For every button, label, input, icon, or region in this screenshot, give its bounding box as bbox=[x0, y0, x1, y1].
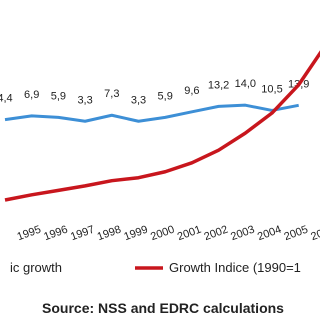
data-label: 5,9 bbox=[51, 90, 66, 102]
series-line bbox=[4, 50, 320, 202]
data-label: 3,3 bbox=[77, 94, 92, 106]
series-line bbox=[4, 103, 299, 123]
x-tick-label: 2001 bbox=[176, 224, 203, 244]
data-label: 7,3 bbox=[104, 88, 119, 100]
x-tick-label: 2004 bbox=[256, 224, 283, 244]
x-tick-label: 2006 bbox=[309, 224, 320, 244]
x-tick-label: 2002 bbox=[203, 224, 230, 244]
data-label: 9,6 bbox=[184, 85, 199, 97]
x-tick-label: 1996 bbox=[42, 224, 69, 244]
x-tick-label: 1999 bbox=[122, 224, 149, 244]
x-tick-label: 1998 bbox=[96, 224, 123, 244]
x-tick-label: 1997 bbox=[69, 224, 96, 244]
data-label: 5,9 bbox=[158, 90, 173, 102]
x-tick-label: 2003 bbox=[229, 224, 256, 244]
data-label: 10,5 bbox=[261, 83, 282, 95]
source-note: Source: NSS and EDRC calculations bbox=[42, 300, 284, 316]
data-label: 3,3 bbox=[131, 94, 146, 106]
legend-label: ic growth bbox=[10, 260, 62, 275]
x-tick-label: 1995 bbox=[16, 224, 43, 244]
data-label: 13,2 bbox=[208, 79, 229, 91]
x-tick-label: 2000 bbox=[149, 224, 176, 244]
data-label: 6,9 bbox=[24, 89, 39, 101]
x-tick-label: 2005 bbox=[283, 224, 310, 244]
data-label: 4,4 bbox=[0, 93, 13, 105]
legend-label: Growth Indice (1990=1 bbox=[169, 260, 301, 275]
data-label: 14,0 bbox=[235, 78, 256, 90]
